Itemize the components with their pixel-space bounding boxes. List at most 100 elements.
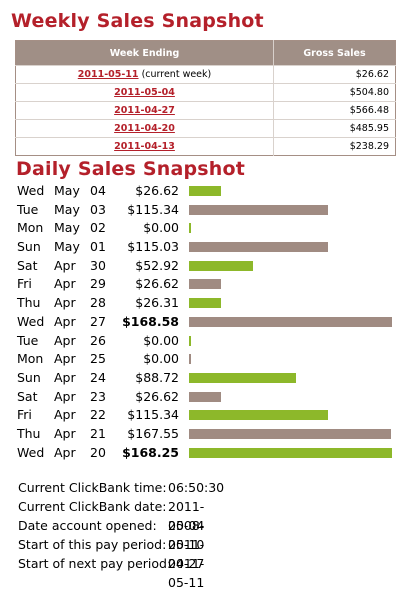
- day-of-week: Sun: [17, 369, 41, 385]
- daily-amount: $115.34: [127, 201, 179, 217]
- day-of-week: Sat: [17, 257, 38, 273]
- daily-row: Sat Apr 23 $26.62: [17, 388, 397, 407]
- week-ending-header: Week Ending: [15, 40, 274, 66]
- week-link[interactable]: 2011-04-27: [114, 105, 175, 116]
- day-number: 26: [90, 332, 106, 348]
- day-number: 04: [90, 183, 106, 198]
- daily-amount: $115.03: [127, 239, 179, 255]
- month: Apr: [54, 332, 76, 348]
- sales-bar: [189, 354, 191, 365]
- weekly-title: Weekly Sales Snapshot: [11, 10, 264, 32]
- day-of-week: Sun: [17, 239, 41, 255]
- week-ending-cell: 2011-04-27: [15, 101, 274, 120]
- info-line: Date account opened: 2008-05-10: [18, 516, 204, 552]
- sales-bar: [189, 410, 328, 421]
- month: Apr: [54, 313, 76, 329]
- daily-amount: $0.00: [143, 332, 179, 348]
- month: Apr: [54, 351, 76, 367]
- month: May: [54, 220, 80, 236]
- month: May: [54, 201, 80, 217]
- info-label: Start of this pay period:: [18, 537, 167, 552]
- gross-sales-cell: $485.95: [273, 119, 396, 138]
- sales-bar: [189, 186, 221, 196]
- daily-row: Mon Apr 25 $0.00: [17, 350, 397, 369]
- info-value: 06:50:30: [168, 480, 225, 495]
- day-number: 01: [90, 239, 106, 255]
- account-info: Current ClickBank time: 06:50:30 Current …: [18, 478, 224, 590]
- day-of-week: Wed: [17, 183, 45, 198]
- day-number: 28: [90, 295, 106, 311]
- daily-row: Thu Apr 28 $26.31: [17, 294, 397, 313]
- sales-bar: [189, 335, 191, 346]
- month: Apr: [54, 388, 76, 404]
- table-row: 2011-05-11 (current week) $26.62: [15, 65, 396, 84]
- table-row: 2011-05-04 $504.80: [15, 83, 396, 102]
- daily-amount: $115.34: [127, 407, 179, 423]
- daily-row: Wed May 04 $26.62: [17, 182, 397, 201]
- daily-amount: $26.62: [135, 183, 179, 198]
- day-of-week: Mon: [17, 220, 44, 236]
- weekly-sales-table: Week Ending Gross Sales 2011-05-11 (curr…: [15, 40, 396, 156]
- week-ending-cell: 2011-05-11 (current week): [15, 65, 274, 84]
- week-link[interactable]: 2011-05-11: [77, 69, 139, 80]
- daily-title: Daily Sales Snapshot: [16, 158, 246, 180]
- day-number: 25: [90, 351, 106, 367]
- info-label: Start of next pay period:: [18, 556, 172, 571]
- daily-row: Wed Apr 27 $168.58: [17, 313, 397, 332]
- sales-bar: [189, 204, 328, 215]
- gross-sales-cell: $566.48: [273, 101, 396, 120]
- daily-amount: $0.00: [143, 220, 179, 236]
- day-number: 30: [90, 257, 106, 273]
- info-label: Date account opened:: [18, 518, 157, 533]
- daily-amount: $26.62: [135, 388, 179, 404]
- daily-row: Mon May 02 $0.00: [17, 219, 397, 238]
- day-number: 23: [90, 388, 106, 404]
- info-line: Start of this pay period: 2011-04-27: [18, 535, 204, 571]
- info-line: Start of next pay period: 2011-05-11: [18, 554, 204, 590]
- daily-amount: $168.58: [122, 313, 179, 329]
- month: May: [54, 239, 80, 255]
- day-number: 03: [90, 201, 106, 217]
- sales-bar: [189, 242, 328, 253]
- daily-amount: $52.92: [135, 257, 179, 273]
- week-link[interactable]: 2011-04-13: [114, 141, 175, 152]
- sales-bar: [189, 391, 221, 402]
- day-number: 29: [90, 276, 106, 292]
- week-ending-cell: 2011-04-20: [15, 119, 274, 138]
- week-link[interactable]: 2011-05-04: [114, 87, 175, 98]
- month: May: [54, 183, 80, 198]
- daily-amount: $168.25: [122, 444, 179, 460]
- month: Apr: [54, 369, 76, 385]
- daily-amount: $167.55: [127, 425, 179, 441]
- day-of-week: Mon: [17, 351, 44, 367]
- day-of-week: Wed: [17, 444, 45, 460]
- day-of-week: Fri: [17, 276, 32, 292]
- daily-row: Tue May 03 $115.34: [17, 201, 397, 220]
- month: Apr: [54, 444, 76, 460]
- daily-row: Fri Apr 22 $115.34: [17, 406, 397, 425]
- day-of-week: Thu: [17, 425, 41, 441]
- info-line: Current ClickBank date: 2011-05-04: [18, 497, 204, 533]
- day-number: 02: [90, 220, 106, 236]
- sales-bar: [189, 298, 221, 309]
- daily-amount: $88.72: [135, 369, 179, 385]
- gross-sales-cell: $504.80: [273, 83, 396, 102]
- daily-row: Thu Apr 21 $167.55: [17, 425, 397, 444]
- sales-bar: [189, 223, 191, 234]
- daily-row: Sun May 01 $115.03: [17, 238, 397, 257]
- gross-sales-cell: $238.29: [273, 137, 396, 156]
- day-of-week: Wed: [17, 313, 45, 329]
- daily-amount: $26.31: [135, 295, 179, 311]
- daily-row: Sun Apr 24 $88.72: [17, 369, 397, 388]
- month: Apr: [54, 407, 76, 423]
- info-value: 2008-05-10: [168, 518, 205, 552]
- gross-sales-header: Gross Sales: [273, 40, 396, 66]
- daily-row: Sat Apr 30 $52.92: [17, 257, 397, 276]
- table-row: 2011-04-27 $566.48: [15, 101, 396, 120]
- table-row: 2011-04-20 $485.95: [15, 119, 396, 138]
- month: Apr: [54, 425, 76, 441]
- daily-amount: $0.00: [143, 351, 179, 367]
- month: Apr: [54, 295, 76, 311]
- day-number: 20: [90, 444, 106, 460]
- week-link[interactable]: 2011-04-20: [114, 123, 175, 134]
